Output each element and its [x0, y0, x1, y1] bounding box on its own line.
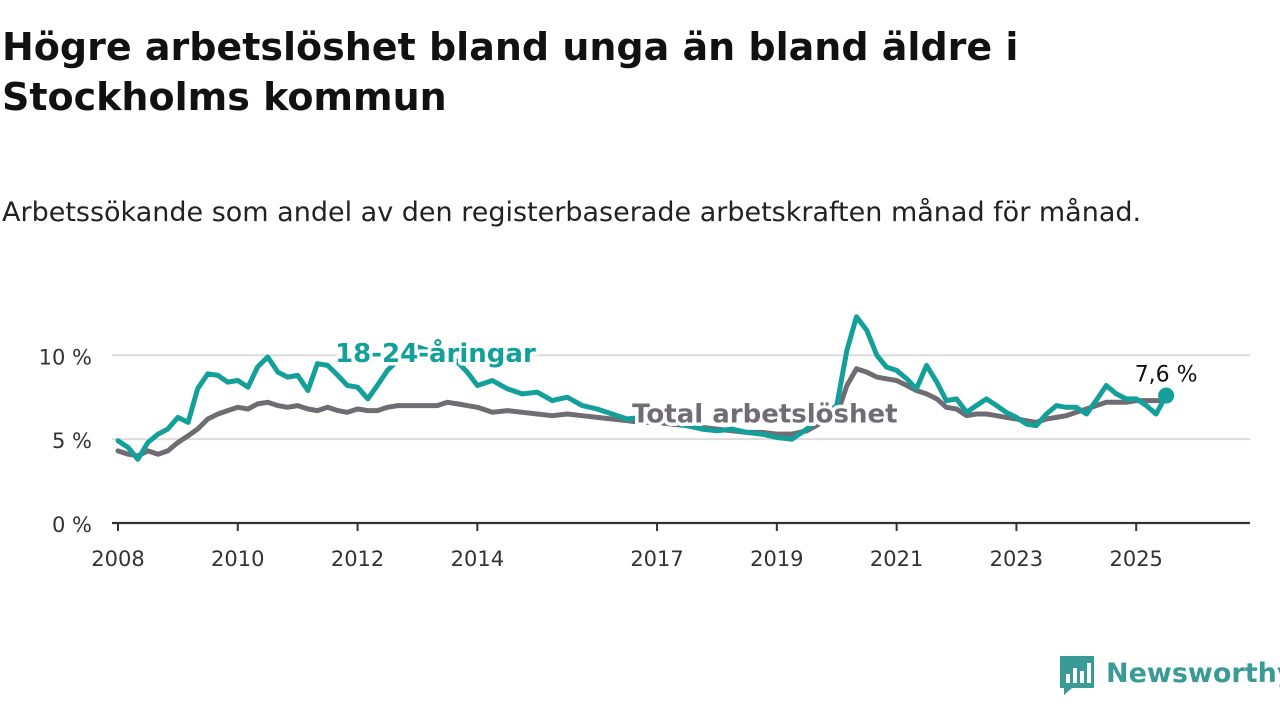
brand-logo: Newsworthy	[1058, 654, 1280, 696]
grid-layer	[112, 354, 1250, 441]
end-point-marker	[1158, 387, 1175, 404]
chart-title: Högre arbetslöshet bland unga än bland ä…	[2, 25, 1019, 119]
y-tick-label: 0 %	[52, 513, 92, 537]
series-line	[115, 366, 1169, 459]
end-value-label: 7,6 %	[1135, 363, 1198, 388]
x-tick-label: 2017	[630, 547, 683, 571]
series-line	[115, 314, 1169, 462]
label-layer: 7,6 % 18-24-åringar Total arbetslöshet	[332, 334, 1198, 433]
brand-name: Newsworthy	[1106, 658, 1280, 689]
x-tick-label: 2019	[750, 547, 803, 571]
series-layer	[115, 314, 1175, 462]
x-tick-label: 2014	[451, 547, 504, 571]
x-tick-label: 2008	[91, 547, 144, 571]
y-tick-label: 5 %	[52, 429, 92, 453]
series-name-label: Total arbetslöshet	[632, 399, 897, 429]
x-tick-label: 2023	[990, 547, 1043, 571]
newsworthy-logo-icon	[1060, 656, 1094, 695]
series-name-label: 18-24-åringar	[335, 337, 536, 369]
x-tick-label: 2025	[1109, 547, 1162, 571]
axis-layer: 0 % 5 % 10 % 2008 2010 2012 2014 2017 2019 2021 20…	[39, 345, 1250, 571]
chart-subtitle: Arbetssökande som andel av den registerb…	[2, 197, 1142, 228]
x-tick-label: 2010	[211, 547, 264, 571]
y-tick-label: 10 %	[39, 345, 92, 369]
x-tick-label: 2012	[331, 547, 384, 571]
x-tick-label: 2021	[870, 547, 923, 571]
